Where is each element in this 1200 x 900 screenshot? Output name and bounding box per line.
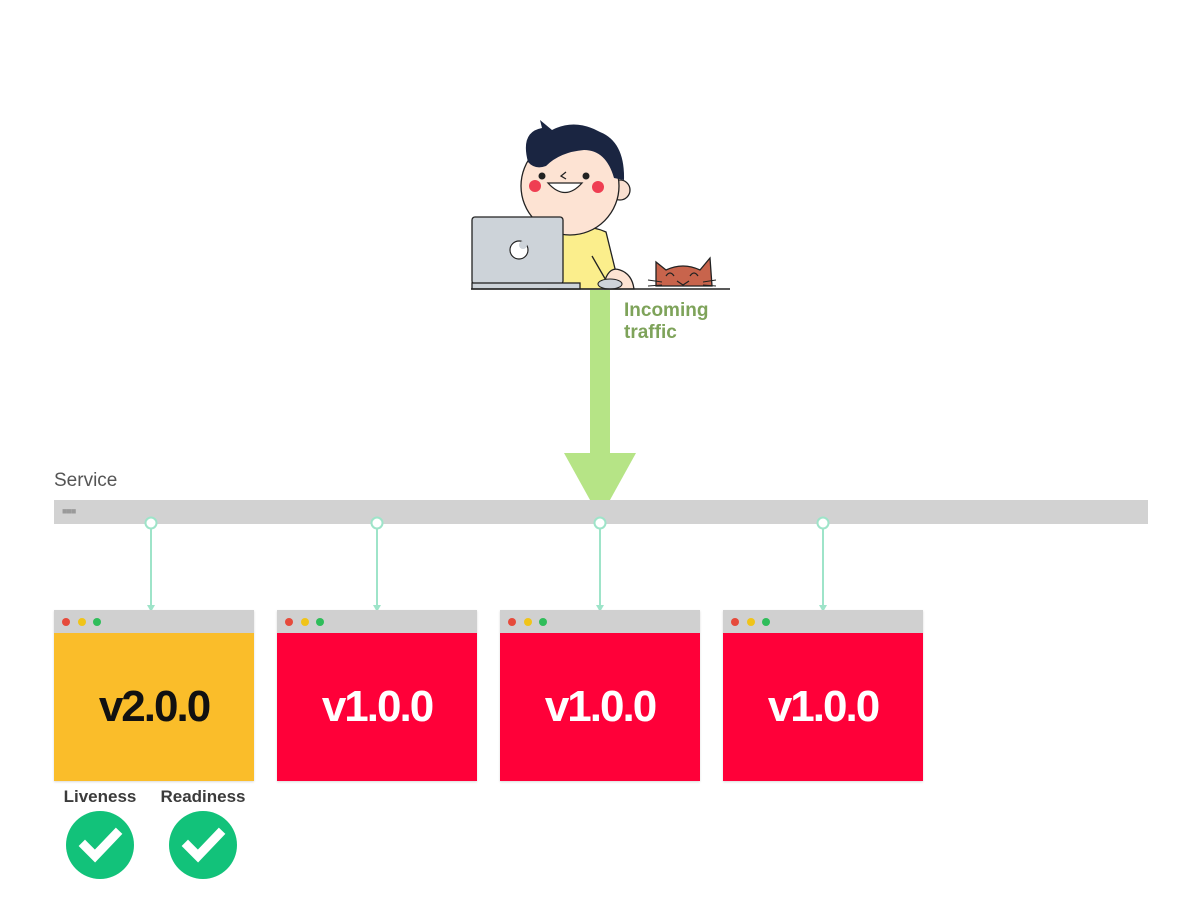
pod-version: v2.0.0	[98, 682, 211, 731]
liveness-label: Liveness	[63, 787, 137, 806]
pod-body: v1.0.0	[277, 633, 477, 781]
service-label: Service	[54, 470, 118, 491]
traffic-arrow	[564, 290, 636, 518]
developer-illustration	[520, 120, 635, 290]
close-dot-icon	[508, 618, 516, 626]
pod-version: v1.0.0	[544, 682, 657, 731]
pod-window-1: v2.0.0	[54, 610, 254, 781]
incoming-traffic-text: Incoming traffic	[624, 300, 709, 343]
pod-window-2: v1.0.0	[277, 610, 477, 781]
pod-body: v2.0.0	[54, 633, 254, 781]
pod-body: v1.0.0	[723, 633, 923, 781]
grip-icon: ■■■	[62, 506, 76, 516]
close-dot-icon	[62, 618, 70, 626]
pod-version: v1.0.0	[321, 682, 434, 731]
window-titlebar	[500, 610, 700, 633]
pod-window-3: v1.0.0	[500, 610, 700, 781]
cat-illustration	[647, 256, 717, 287]
laptop-illustration	[471, 216, 581, 290]
minimize-dot-icon	[301, 618, 309, 626]
close-dot-icon	[285, 618, 293, 626]
check-icon	[169, 811, 237, 879]
readiness-probe: Readiness	[158, 787, 248, 879]
incoming-traffic-label: Incoming traffic	[624, 300, 744, 344]
window-titlebar	[723, 610, 923, 633]
check-icon	[66, 811, 134, 879]
service-bar: ■■■	[54, 500, 1148, 524]
pod-body: v1.0.0	[500, 633, 700, 781]
liveness-probe: Liveness	[55, 787, 145, 879]
minimize-dot-icon	[524, 618, 532, 626]
maximize-dot-icon	[93, 618, 101, 626]
readiness-label: Readiness	[160, 787, 246, 806]
window-titlebar	[54, 610, 254, 633]
close-dot-icon	[731, 618, 739, 626]
minimize-dot-icon	[747, 618, 755, 626]
maximize-dot-icon	[539, 618, 547, 626]
pod-version: v1.0.0	[767, 682, 880, 731]
minimize-dot-icon	[78, 618, 86, 626]
maximize-dot-icon	[316, 618, 324, 626]
maximize-dot-icon	[762, 618, 770, 626]
window-titlebar	[277, 610, 477, 633]
pod-window-4: v1.0.0	[723, 610, 923, 781]
